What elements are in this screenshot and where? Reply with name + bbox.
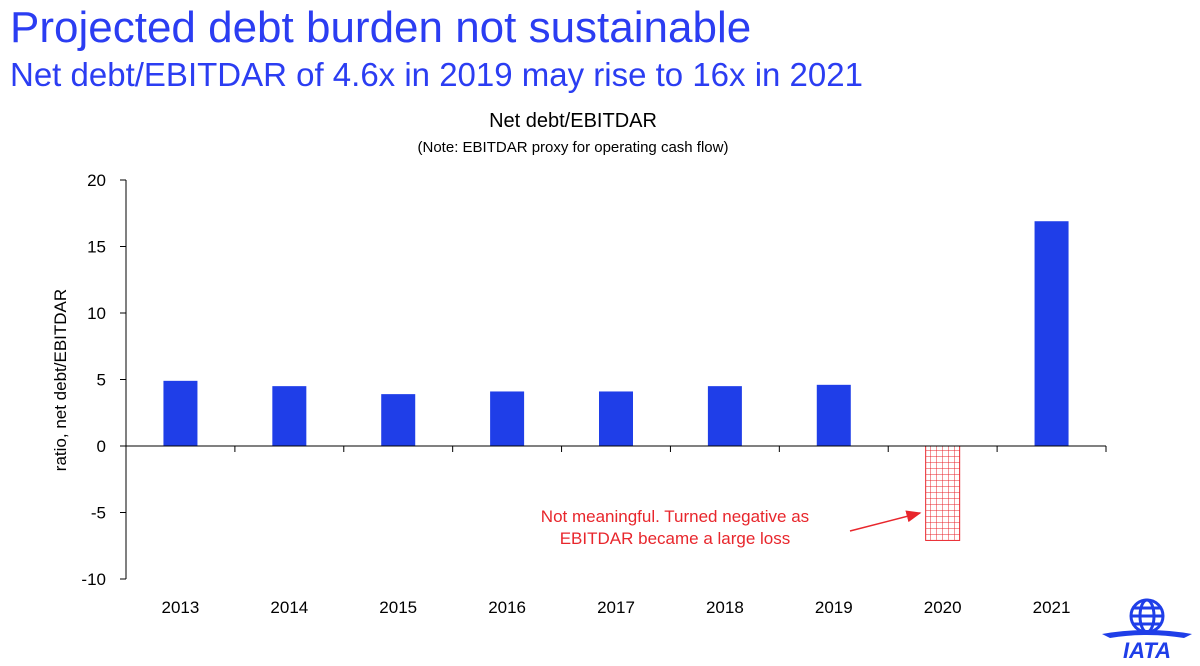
y-axis: -10 -5 0 5 10 15 20 — [81, 171, 127, 589]
x-tick-label: 2019 — [815, 598, 853, 617]
bar-2016 — [490, 391, 525, 446]
slide-title: Projected debt burden not sustainable — [10, 3, 752, 52]
annotation-line-2: EBITDAR became a large loss — [560, 529, 791, 548]
y-tick-label: 10 — [87, 304, 106, 323]
y-tick-label: 15 — [87, 238, 106, 257]
logo-text: IATA — [1123, 638, 1171, 660]
x-tick-label: 2016 — [488, 598, 526, 617]
x-tick-label: 2015 — [379, 598, 417, 617]
x-tick-label: 2018 — [706, 598, 744, 617]
bar-2019 — [816, 384, 851, 446]
annotation-arrow — [849, 510, 922, 532]
bar-2021 — [1034, 221, 1069, 446]
x-tick-label: 2013 — [162, 598, 200, 617]
bar-2017 — [599, 391, 633, 446]
x-tick-label: 2017 — [597, 598, 635, 617]
x-tick-label: 2021 — [1033, 598, 1071, 617]
slide-subtitle: Net debt/EBITDAR of 4.6x in 2019 may ris… — [10, 56, 863, 93]
y-tick-label: 20 — [87, 171, 106, 190]
bar-2014 — [272, 386, 307, 446]
y-tick-label: -10 — [81, 570, 106, 589]
chart-title: Net debt/EBITDAR — [489, 110, 657, 132]
wings-icon — [1102, 630, 1192, 638]
chart-subtitle: (Note: EBITDAR proxy for operating cash … — [418, 139, 729, 156]
bar-2013 — [163, 380, 198, 446]
bar-2020 — [925, 445, 961, 541]
x-tick-label: 2020 — [924, 598, 962, 617]
globe-icon — [1129, 598, 1165, 634]
y-axis-title: ratio, net debt/EBITDAR — [51, 289, 70, 471]
annotation-line-1: Not meaningful. Turned negative as — [541, 507, 809, 526]
bar-2018 — [707, 386, 742, 446]
bar-2015 — [381, 394, 416, 446]
x-axis: 2013 2014 2015 2016 2017 2018 2019 2020 2021 — [125, 445, 1107, 617]
y-tick-label: 0 — [97, 437, 106, 456]
bars — [163, 221, 1069, 541]
y-tick-label: 5 — [97, 371, 106, 390]
x-tick-label: 2014 — [270, 598, 308, 617]
iata-logo: IATA — [1102, 598, 1192, 660]
y-tick-label: -5 — [91, 504, 106, 523]
